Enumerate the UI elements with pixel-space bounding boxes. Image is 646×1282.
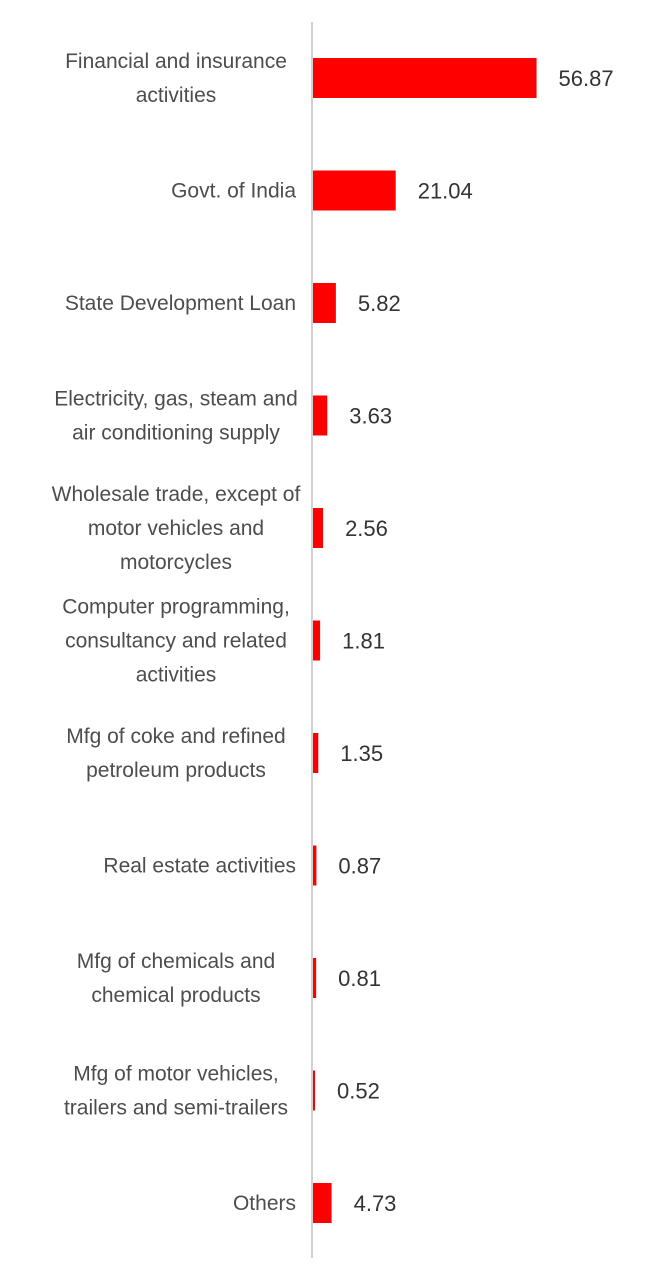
bars-group [313, 58, 537, 1223]
category-label-6: Mfg of coke and refined petroleum product… [66, 725, 285, 782]
category-label-2-line-0: State Development Loan [65, 292, 296, 315]
value-label-6: 1.35 [340, 741, 383, 766]
category-label-0: Financial and insurance activities [65, 50, 287, 107]
category-label-8: Mfg of chemicals and chemical products [77, 950, 275, 1007]
value-label-8: 0.81 [338, 966, 381, 991]
value-label-10: 4.73 [354, 1191, 397, 1216]
bar-2 [313, 283, 336, 323]
category-labels-group: Financial and insurance activities Govt. o… [52, 50, 301, 1215]
category-label-9-line-0: Mfg of motor vehicles, [73, 1063, 278, 1086]
value-label-5: 1.81 [342, 629, 385, 654]
bar-9 [313, 1070, 316, 1111]
value-label-9: 0.52 [337, 1079, 380, 1104]
category-label-5-line-2: activities [136, 664, 217, 687]
category-label-1: Govt. of India [171, 180, 296, 203]
category-label-7-line-0: Real estate activities [103, 855, 296, 878]
category-label-4-line-1: motor vehicles and [88, 517, 264, 540]
category-label-6-line-0: Mfg of coke and refined [66, 725, 285, 748]
bar-6 [313, 733, 319, 773]
category-label-8-line-1: chemical products [91, 984, 260, 1007]
category-label-3-line-1: air conditioning supply [72, 422, 280, 445]
value-label-0: 56.87 [559, 66, 614, 91]
category-label-5-line-0: Computer programming, [62, 596, 290, 619]
category-label-8-line-0: Mfg of chemicals and [77, 950, 275, 973]
category-label-6-line-1: petroleum products [86, 759, 266, 782]
bar-10 [313, 1183, 332, 1223]
category-label-5-line-1: consultancy and related [65, 630, 287, 653]
category-label-5: Computer programming, consultancy and rel… [62, 596, 290, 687]
category-label-10: Others [233, 1192, 296, 1215]
category-label-9-line-1: trailers and semi-trailers [64, 1097, 288, 1120]
bar-8 [313, 958, 317, 998]
value-label-4: 2.56 [345, 516, 388, 541]
category-label-0-line-0: Financial and insurance [65, 50, 287, 73]
category-label-9: Mfg of motor vehicles, trailers and semi-… [64, 1063, 288, 1120]
category-label-3: Electricity, gas, steam and air condition… [54, 388, 298, 445]
bar-3 [313, 395, 328, 436]
category-label-7: Real estate activities [103, 855, 296, 878]
value-label-3: 3.63 [349, 404, 392, 429]
category-label-10-line-0: Others [233, 1192, 296, 1215]
bar-5 [313, 620, 321, 661]
bar-0 [313, 58, 537, 98]
value-label-2: 5.82 [358, 291, 401, 316]
category-label-4-line-2: motorcycles [120, 551, 232, 574]
bar-1 [313, 170, 396, 211]
category-label-2: State Development Loan [65, 292, 296, 315]
category-label-0-line-1: activities [136, 84, 217, 107]
bar-4 [313, 508, 324, 548]
category-label-4-line-0: Wholesale trade, except of [52, 483, 301, 506]
category-label-1-line-0: Govt. of India [171, 180, 296, 203]
value-label-1: 21.04 [418, 179, 473, 204]
value-label-7: 0.87 [338, 854, 381, 879]
category-label-4: Wholesale trade, except of motor vehicles… [52, 483, 301, 574]
bar-7 [313, 845, 317, 886]
category-label-3-line-0: Electricity, gas, steam and [54, 388, 298, 411]
value-labels-group: 56.87 21.04 5.82 3.63 2.56 1.81 1.35 0.87 0.81 0.… [337, 66, 614, 1216]
